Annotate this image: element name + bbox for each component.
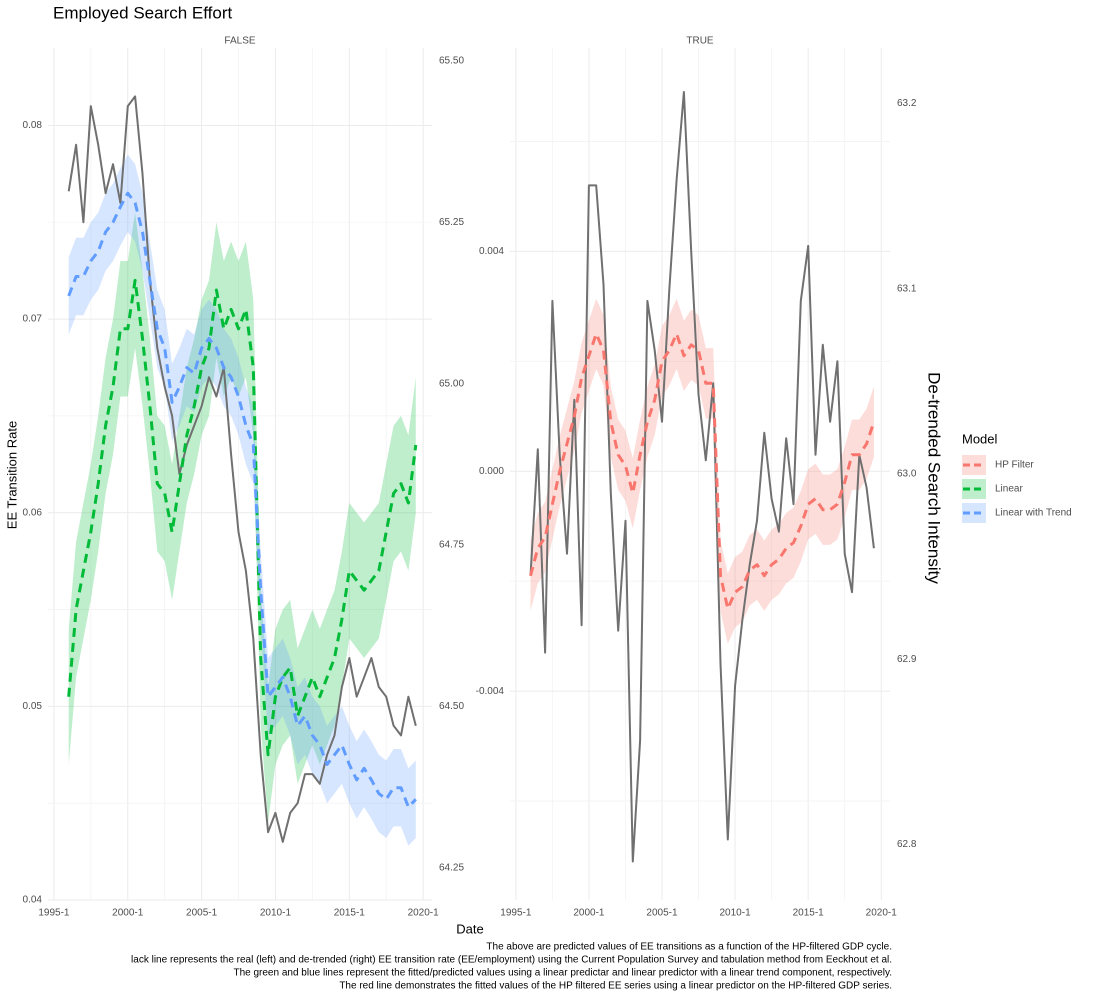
- data-line: [67, 95, 417, 843]
- x-tick-label: 2000-1: [112, 908, 144, 919]
- x-tick-label: 2010-1: [260, 908, 292, 919]
- y-tick-label: 0.004: [479, 246, 504, 257]
- x-tick-label: 2005-1: [646, 908, 678, 919]
- y-tick-label: 0.000: [479, 466, 504, 477]
- caption: The red line demonstrates the fitted val…: [339, 981, 892, 992]
- fit-line: [67, 191, 417, 809]
- y2-tick-label: 62.8: [897, 839, 917, 850]
- y-tick-label: -0.004: [476, 686, 505, 697]
- legend-label: HP Filter: [995, 460, 1034, 471]
- caption: lack line represents the real (left) and…: [131, 955, 892, 966]
- chart-title: Employed Search Effort: [53, 3, 232, 22]
- y2-tick-label: 65.00: [439, 378, 464, 389]
- x-tick-label: 2020-1: [408, 908, 440, 919]
- y2-tick-label: 64.75: [439, 540, 464, 551]
- y2-tick-label: 63.0: [897, 469, 917, 480]
- data-line: [529, 91, 875, 863]
- ribbon: [530, 298, 874, 644]
- ribbon: [68, 212, 416, 823]
- y-tick-label: 0.07: [23, 314, 43, 325]
- y-tick-label: 0.08: [23, 120, 43, 131]
- caption: The above are predicted values of EE tra…: [486, 942, 892, 953]
- legend-title: Model: [962, 431, 998, 446]
- legend-label: Linear: [995, 484, 1023, 495]
- panel: 1995-1 2000-1 2005-1 2010-1 2015-1 2020-1 0.04…: [4, 36, 464, 919]
- panel: 1995-1 2000-1 2005-1 2010-1 2015-1 2020-1 -0.0…: [476, 36, 944, 919]
- y2-tick-label: 63.2: [897, 98, 917, 109]
- x-axis-label: Date: [456, 921, 483, 936]
- fit-line: [529, 332, 876, 611]
- y-tick-label: 0.04: [23, 895, 43, 906]
- x-tick-label: 2015-1: [793, 908, 825, 919]
- y-tick-label: 0.06: [23, 507, 43, 518]
- y2-tick-label: 64.25: [439, 862, 464, 873]
- y2-tick-label: 63.1: [897, 283, 917, 294]
- y2-tick-label: 65.25: [439, 217, 464, 228]
- x-tick-label: 1995-1: [38, 908, 70, 919]
- x-tick-label: 1995-1: [500, 908, 532, 919]
- y2-tick-label: 62.9: [897, 654, 917, 665]
- fit-line: [67, 278, 418, 757]
- facet-label: TRUE: [686, 36, 714, 47]
- x-tick-label: 2000-1: [573, 908, 605, 919]
- y-tick-label: 0.05: [23, 701, 43, 712]
- x-tick-label: 2020-1: [866, 908, 898, 919]
- facet-label: FALSE: [224, 36, 255, 47]
- y2-axis-label: De-trended Search Intensity: [925, 372, 944, 584]
- y2-tick-label: 65.50: [439, 56, 464, 67]
- legend-label: Linear with Trend: [995, 508, 1072, 519]
- caption: The green and blue lines represent the f…: [233, 968, 892, 979]
- x-tick-label: 2015-1: [334, 908, 366, 919]
- y2-tick-label: 64.50: [439, 701, 464, 712]
- y-axis-label: EE Transition Rate: [4, 421, 19, 529]
- x-tick-label: 2005-1: [186, 908, 218, 919]
- x-tick-label: 2010-1: [720, 908, 752, 919]
